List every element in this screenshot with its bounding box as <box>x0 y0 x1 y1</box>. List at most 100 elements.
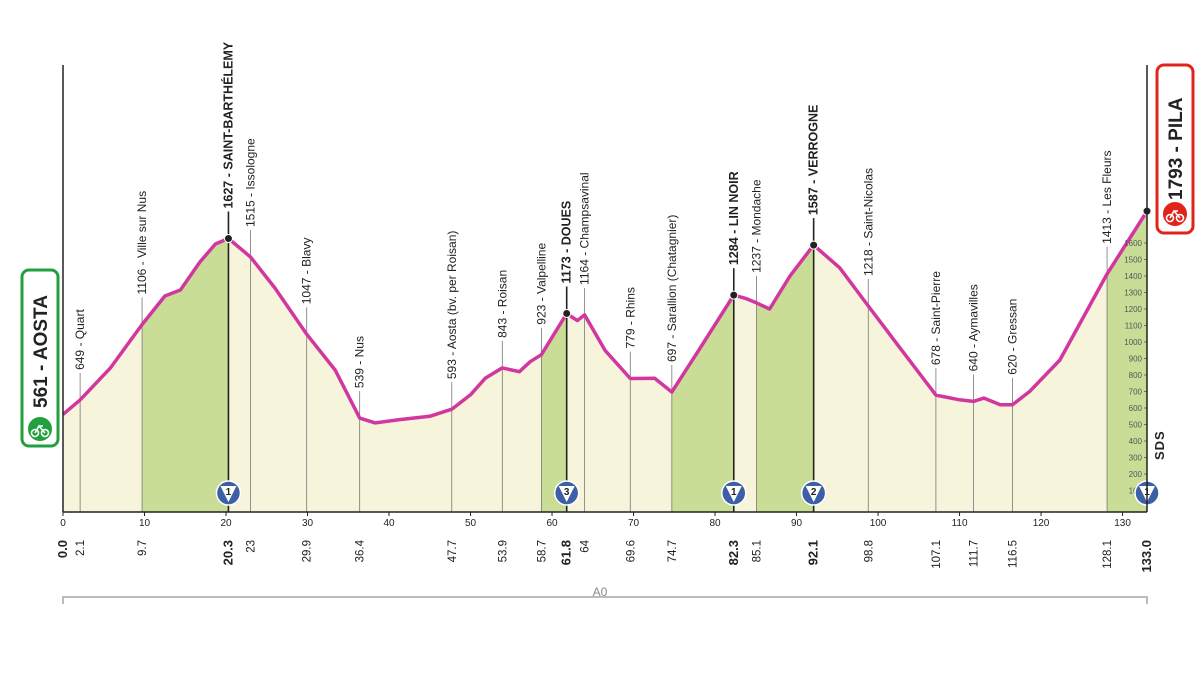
waypoint-km: 111.7 <box>968 540 980 567</box>
start-icon <box>26 415 54 443</box>
waypoint-km: 9.7 <box>137 540 149 556</box>
waypoint-km: 128.1 <box>1102 540 1114 569</box>
waypoint-km: 58.7 <box>536 540 548 562</box>
waypoint-km: 82.3 <box>726 540 741 565</box>
logo: SDS <box>1152 430 1167 460</box>
x-tick-label: 90 <box>791 518 803 529</box>
waypoint-name: 1413 - Les Fleurs <box>1100 150 1114 243</box>
y-tick-label: 800 <box>1129 371 1143 380</box>
waypoint-km: 2.1 <box>75 540 87 556</box>
summit-dot <box>223 234 233 244</box>
waypoint-km: 69.6 <box>625 540 637 562</box>
waypoint-name: 640 - Aymavilles <box>966 284 980 371</box>
y-tick-label: 700 <box>1129 388 1143 397</box>
climb-shade <box>756 211 814 512</box>
finish-bike <box>1165 209 1185 223</box>
waypoint-name: 697 - Sarallion (Chatagnier) <box>665 215 679 362</box>
waypoint-km: 116.5 <box>1008 540 1020 568</box>
climb-category: 1 <box>731 487 737 498</box>
waypoint-name: 593 - Aosta (bv. per Roisan) <box>445 231 459 380</box>
climb-category: 3 <box>564 487 570 498</box>
x-tick-label: 50 <box>465 518 477 529</box>
climb-category: 1 <box>226 487 232 498</box>
waypoint-km: 92.1 <box>806 540 821 565</box>
waypoint-km: 0.0 <box>55 540 70 558</box>
waypoint-name: 843 - Roisan <box>495 270 509 338</box>
y-tick-label: 1600 <box>1124 239 1142 248</box>
climb-triangle <box>558 486 575 502</box>
x-tick-label: 100 <box>870 518 887 529</box>
waypoint-km: 74.7 <box>667 540 679 562</box>
waypoint-name: 539 - Nus <box>353 336 367 388</box>
waypoint-name: 1627 - SAINT-BARTHÉLEMY <box>220 41 235 208</box>
x-tick-label: 40 <box>383 518 395 529</box>
waypoint-name: 620 - Gressan <box>1006 299 1020 375</box>
profile-line <box>61 210 1149 425</box>
x-tick-label: 30 <box>302 518 314 529</box>
y-tick-label: 900 <box>1129 355 1143 364</box>
finish-box <box>1155 63 1195 235</box>
waypoint-km: 20.3 <box>220 540 235 565</box>
y-tick-label: 1300 <box>1124 289 1142 298</box>
waypoint-km: 107.1 <box>931 540 943 569</box>
road-label: A0 <box>593 585 608 599</box>
x-tick-label: 120 <box>1033 518 1050 529</box>
summit-dot <box>729 290 739 300</box>
x-tick-label: 60 <box>546 518 558 529</box>
summit-dot <box>562 308 572 318</box>
waypoint-name: 1164 - Champsavinal <box>578 172 592 285</box>
waypoint-name: 1237 - Mondache <box>750 179 764 273</box>
road-bracket <box>62 596 1148 604</box>
climb-shade <box>142 211 229 512</box>
y-tick-label: 1400 <box>1124 272 1142 281</box>
waypoint-name: 678 - Saint-Pierre <box>929 271 943 365</box>
start-label: 561 - AOSTA <box>31 295 52 408</box>
waypoint-km: 36.4 <box>355 539 367 562</box>
waypoint-name: 1587 - VERROGNE <box>807 105 821 215</box>
y-tick-label: 600 <box>1129 404 1143 413</box>
waypoint-name: 1515 - Issologne <box>243 138 257 227</box>
waypoint-km: 85.1 <box>752 540 764 562</box>
x-tick-label: 70 <box>628 518 640 529</box>
x-tick-label: 0 <box>60 518 66 529</box>
waypoint-name: 779 - Rhins <box>623 287 637 348</box>
waypoint-km: 64 <box>580 539 592 552</box>
climb-triangle <box>220 486 237 502</box>
summit-dot <box>809 240 819 250</box>
x-tick-label: 10 <box>139 518 151 529</box>
x-tick-label: 130 <box>1114 518 1131 529</box>
x-tick-label: 110 <box>952 518 968 529</box>
y-tick-label: 300 <box>1129 454 1143 463</box>
y-tick-label: 400 <box>1129 437 1143 446</box>
x-tick-label: 80 <box>709 518 721 529</box>
climb-triangle <box>725 486 742 502</box>
waypoint-km: 133.0 <box>1139 540 1154 573</box>
climb-shade <box>671 211 734 512</box>
waypoint-name: 1047 - Blavy <box>300 238 314 305</box>
y-tick-label: 1500 <box>1124 256 1142 265</box>
waypoint-name: 1218 - Saint-Nicolas <box>861 168 875 276</box>
y-tick-label: 1000 <box>1124 338 1142 347</box>
waypoint-km: 53.9 <box>497 540 509 562</box>
finish-icon <box>1161 200 1189 228</box>
profile-area <box>63 211 1147 512</box>
waypoint-km: 29.9 <box>302 540 314 562</box>
waypoint-name: 1284 - LIN NOIR <box>727 171 741 265</box>
y-tick-label: 200 <box>1129 470 1143 479</box>
waypoint-km: 61.8 <box>559 540 574 565</box>
waypoint-name: 1173 - DOUES <box>560 201 574 284</box>
y-tick-label: 1100 <box>1125 322 1143 331</box>
waypoint-km: 98.8 <box>863 540 875 562</box>
y-tick-label: 1200 <box>1124 305 1142 314</box>
x-tick-label: 20 <box>220 518 232 529</box>
top-layer: 0102030405060708090100110120130100200300… <box>55 41 1160 573</box>
start-box <box>20 268 60 448</box>
start-bike <box>30 424 50 438</box>
y-tick-label: 500 <box>1129 421 1143 430</box>
finish-label: 1793 - PILA <box>1166 97 1187 200</box>
waypoint-km: 47.7 <box>447 540 459 562</box>
waypoint-name: 649 - Quart <box>73 309 87 370</box>
climb-triangle <box>805 486 822 502</box>
waypoint-km: 23 <box>245 540 257 553</box>
